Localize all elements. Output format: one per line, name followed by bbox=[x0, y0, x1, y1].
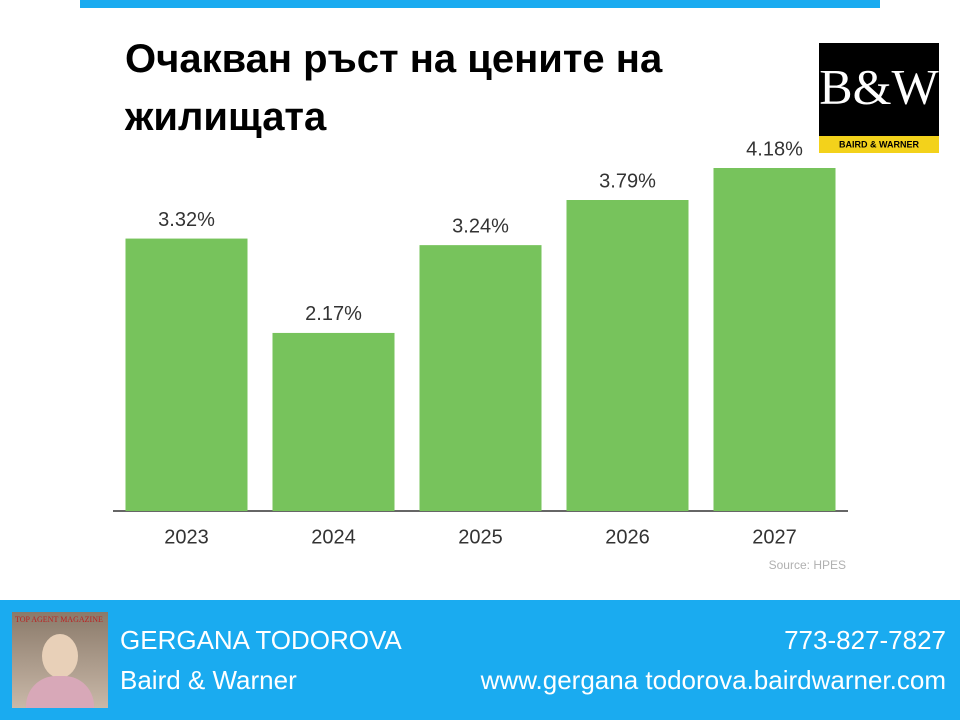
agent-photo: TOP AGENT MAGAZINE bbox=[12, 612, 108, 708]
footer: TOP AGENT MAGAZINE GERGANA TODOROVA Bair… bbox=[0, 600, 960, 720]
source: Source: HPES bbox=[769, 558, 846, 572]
logo-strip bbox=[819, 136, 939, 153]
value-label: 3.32% bbox=[158, 209, 215, 231]
x-tick-label: 2026 bbox=[605, 526, 650, 548]
logo-monogram: B&W bbox=[819, 58, 939, 114]
bar bbox=[125, 238, 248, 511]
value-label: 3.79% bbox=[599, 170, 656, 192]
x-tick-label: 2027 bbox=[752, 526, 797, 548]
bar bbox=[272, 332, 395, 511]
value-label: 2.17% bbox=[305, 303, 362, 325]
x-tick-label: 2023 bbox=[164, 526, 209, 548]
value-label: 3.24% bbox=[452, 215, 509, 237]
website: www.gergana todorova.bairdwarner.com bbox=[480, 665, 946, 695]
company: Baird & Warner bbox=[120, 665, 297, 695]
logo: B&W BAIRD & WARNER bbox=[819, 43, 940, 153]
logo-name: BAIRD & WARNER bbox=[839, 139, 919, 149]
phone: 773-827-7827 bbox=[784, 625, 946, 655]
chart: B&W BAIRD & WARNER Source: HPES 3.32% 202… bbox=[113, 43, 940, 572]
value-label: 4.18% bbox=[746, 138, 803, 160]
bar bbox=[419, 245, 542, 511]
x-tick-label: 2024 bbox=[311, 526, 356, 548]
agent-name: GERGANA TODOROVA bbox=[120, 625, 402, 655]
bar bbox=[713, 168, 836, 511]
top-bar bbox=[80, 0, 880, 8]
chart-title: Очакван ръст на цените на жилищата bbox=[125, 37, 663, 139]
photo-caption: TOP AGENT MAGAZINE bbox=[15, 615, 103, 624]
logo-box bbox=[819, 43, 939, 153]
bar bbox=[566, 200, 689, 512]
x-tick-label: 2025 bbox=[458, 526, 503, 548]
